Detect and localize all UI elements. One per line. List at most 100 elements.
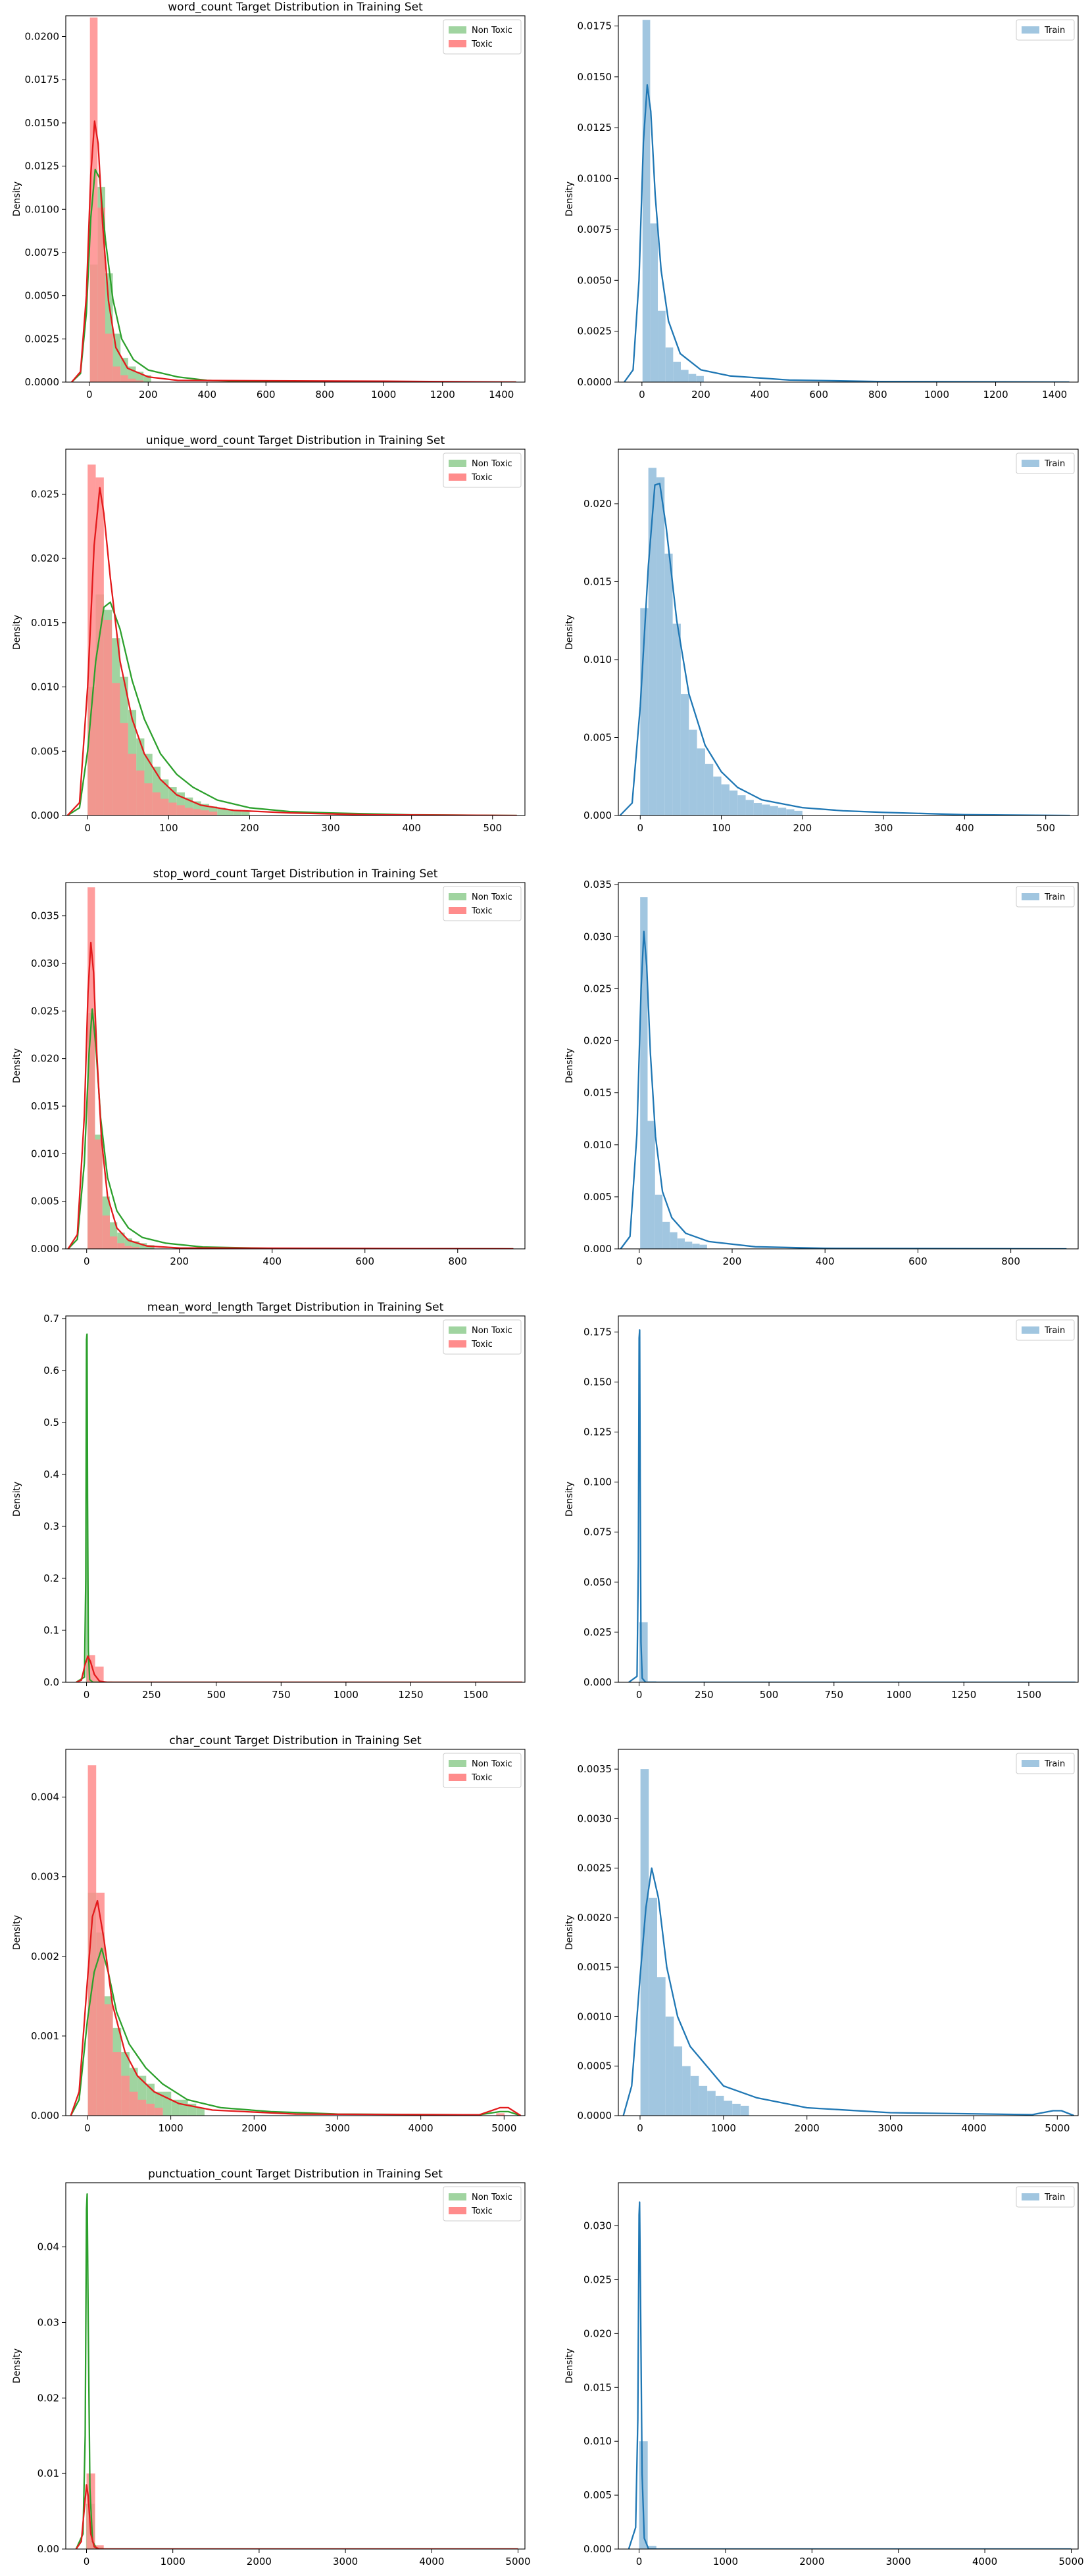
legend-swatch <box>449 40 466 47</box>
histogram-bar <box>241 812 250 815</box>
x-tick-label: 0 <box>86 389 93 401</box>
histogram-bar <box>729 790 738 815</box>
chart-7: mean_word_length Target Distribution in … <box>12 1301 526 1701</box>
axes-frame <box>618 15 1079 383</box>
y-tick-label: 0.000 <box>583 810 612 821</box>
histogram-bar <box>176 805 185 815</box>
legend-swatch <box>1022 26 1039 34</box>
histogram-bar <box>105 333 113 382</box>
x-tick-label: 400 <box>262 1255 282 1267</box>
y-tick-label: 0.0000 <box>578 2110 612 2122</box>
histogram-bar <box>95 2545 104 2549</box>
y-tick-label: 0.035 <box>31 910 59 922</box>
histogram-bar <box>217 808 226 815</box>
histogram-bar <box>87 1765 97 2116</box>
y-tick-label: 0.0025 <box>578 1862 612 1874</box>
kde-line-train <box>628 2201 1072 2549</box>
legend: Train <box>1016 452 1075 474</box>
histogram-bar <box>692 1244 700 1249</box>
y-tick-label: 0.0050 <box>25 290 60 302</box>
histogram-bar <box>86 1655 95 1682</box>
chart-title: unique_word_count Target Distribution in… <box>146 434 445 447</box>
histogram-bar <box>168 802 177 815</box>
y-tick-label: 0.015 <box>583 2381 612 2393</box>
chart-2: 0 200 400 600 800 1000 1200 1400 0.0000 0.0025 0.0… <box>564 15 1079 401</box>
y-axis-label: Density <box>12 1915 22 1950</box>
histogram-bar <box>201 810 209 815</box>
y-tick-label: 0.010 <box>31 681 59 693</box>
x-tick-label: 600 <box>355 1255 374 1267</box>
histogram-bar <box>184 808 193 815</box>
y-tick-label: 0.7 <box>43 1313 59 1324</box>
histogram-bar <box>715 2095 724 2116</box>
histogram-bar <box>161 798 169 815</box>
y-tick-label: 0.0020 <box>578 1912 612 1924</box>
histogram-bar <box>102 1215 110 1249</box>
x-tick-label: 1000 <box>924 389 949 401</box>
legend-swatch <box>449 2193 466 2200</box>
legend-box <box>1016 19 1075 41</box>
y-tick-label: 0.0050 <box>578 274 612 286</box>
legend: Train <box>1016 19 1075 41</box>
histogram-bar <box>672 623 681 815</box>
x-tick-label: 750 <box>272 1689 291 1701</box>
y-tick-label: 0.0015 <box>578 1961 612 1973</box>
histogram-bar <box>209 812 218 815</box>
y-tick-label: 0.0100 <box>578 173 612 185</box>
y-axis-label: Density <box>564 1915 575 1950</box>
x-tick-label: 5000 <box>505 2556 530 2567</box>
histogram-bar <box>753 803 762 815</box>
legend-label: Non Toxic <box>472 2193 512 2202</box>
chart-title: mean_word_length Target Distribution in … <box>147 1301 444 1314</box>
y-tick-label: 0.035 <box>583 879 612 890</box>
histogram-bar <box>665 2016 674 2116</box>
histogram-bar <box>233 810 242 815</box>
x-tick-label: 3000 <box>878 2122 903 2134</box>
x-tick-label: 1400 <box>489 389 514 401</box>
legend-label: Toxic <box>471 1340 493 1349</box>
histogram-bar <box>696 376 704 382</box>
y-tick-label: 0.000 <box>583 2543 612 2555</box>
x-tick-label: 200 <box>691 389 710 401</box>
histogram-bar <box>117 1243 125 1249</box>
y-tick-label: 0.0 <box>43 1676 59 1688</box>
y-tick-label: 0.010 <box>583 2435 612 2447</box>
chart-11: punctuation_count Target Distribution in… <box>12 2168 531 2567</box>
legend-swatch <box>1022 2193 1039 2200</box>
x-tick-label: 4000 <box>409 2122 434 2134</box>
chart-8: 0 250 500 750 1000 1250 1500 0.000 0.025 0.050 0.0… <box>564 1315 1079 1701</box>
plot-area <box>71 17 516 382</box>
y-tick-label: 0.025 <box>31 488 59 500</box>
axes-frame <box>65 15 526 383</box>
y-tick-label: 0.015 <box>31 617 59 629</box>
histogram-bar <box>658 310 666 382</box>
y-tick-label: 0.020 <box>583 498 612 510</box>
x-tick-label: 400 <box>197 389 216 401</box>
histogram-bar <box>152 792 161 815</box>
x-tick-label: 200 <box>793 822 812 834</box>
y-tick-label: 0.025 <box>583 2273 612 2285</box>
histogram-bar <box>225 809 234 815</box>
y-tick-label: 0.0025 <box>25 333 60 345</box>
histogram-bar <box>124 1246 132 1249</box>
chart-1: word_count Target Distribution in Traini… <box>12 1 526 401</box>
y-tick-label: 0.0030 <box>578 1812 612 1824</box>
legend-box <box>1016 2186 1075 2208</box>
histogram-bar <box>740 2105 749 2116</box>
x-tick-label: 200 <box>139 389 158 401</box>
histogram-bar <box>680 694 689 815</box>
y-axis-label: Density <box>12 182 22 216</box>
histogram-bar <box>179 2099 188 2116</box>
legend-label: Train <box>1044 1759 1065 1769</box>
histogram-bar <box>146 2103 155 2116</box>
x-tick-label: 300 <box>874 822 893 834</box>
kde-line-non-toxic <box>76 1333 523 1682</box>
histogram-bar <box>144 783 153 815</box>
histogram-bar <box>121 2076 130 2116</box>
histogram-bar <box>496 2113 505 2116</box>
legend-label: Non Toxic <box>472 1326 512 1336</box>
x-tick-label: 0 <box>636 1689 643 1701</box>
y-tick-label: 0.0200 <box>25 31 60 43</box>
y-tick-label: 0.002 <box>31 1951 59 1962</box>
